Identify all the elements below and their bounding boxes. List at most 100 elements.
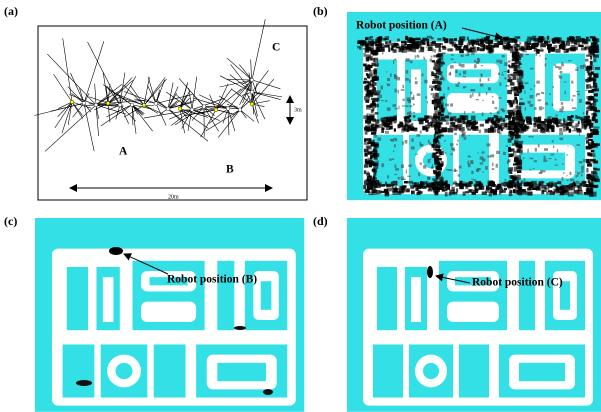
map-noise [374,42,378,46]
map-noise [394,76,397,80]
map-noise [390,73,392,77]
map-noise [507,74,510,77]
map-noise [544,148,548,151]
map-noise [505,127,509,130]
map-noise [431,118,436,122]
map-noise [431,166,434,169]
map-noise [496,115,499,120]
map-noise [432,48,434,52]
map-noise [470,89,473,92]
map-noise [500,108,505,111]
map-noise [593,112,597,116]
map-noise [533,123,537,128]
map-noise [585,119,592,124]
map-noise [449,189,455,195]
map-noise [379,90,382,93]
map-noise [393,150,395,153]
map-noise [561,176,564,181]
scan-ray [100,104,133,127]
map-noise [570,130,574,132]
map-noise [583,192,589,195]
map-noise [490,180,494,186]
map-noise [393,144,396,148]
scan-ray [226,57,253,81]
map-noise [523,181,529,185]
map-noise [366,106,371,110]
scan-ray [222,108,229,124]
map-noise [463,111,466,115]
map-noise [433,102,438,107]
map-noise [403,180,408,184]
map-noise [474,184,477,190]
map-noise [526,42,530,47]
map-noise [389,119,393,125]
map-noise [592,44,599,48]
map-noise [409,60,413,64]
map-noise [554,49,558,53]
map-noise [559,71,563,74]
scan-ray [57,101,73,118]
map-noise [397,124,401,129]
map-noise [457,183,464,187]
map-noise [590,48,595,52]
map-noise [394,43,400,47]
map-noise [366,138,372,142]
map-noise [371,187,375,191]
map-noise [474,188,479,194]
robot-pose [165,106,170,111]
map-noise [387,175,390,179]
map-noise [400,89,405,91]
map-noise [405,116,410,120]
map-noise [588,74,592,78]
map-noise [492,44,496,48]
map-noise [558,74,560,77]
scan-ray [191,76,198,110]
map-noise [368,159,373,162]
map-noise [554,164,559,166]
map-noise [425,119,429,123]
map-noise [554,64,557,67]
map-noise [515,134,519,139]
map-noise [448,169,453,172]
map-noise [371,39,374,43]
map-noise [438,123,442,128]
scale-label: 20m [168,194,179,200]
map-noise [367,151,373,155]
map-noise [514,138,516,141]
map-noise [386,183,391,188]
map-noise [547,130,551,133]
map-noise [458,63,461,67]
map-noise [487,181,491,187]
map-noise [544,187,547,190]
map-noise [495,163,498,168]
map-noise [593,58,597,63]
map-noise [485,166,488,170]
map-noise [566,174,568,177]
map-noise [440,185,444,191]
map-noise [563,172,565,175]
map-noise [520,180,524,184]
scan-ray [175,94,193,110]
map-noise [375,160,380,163]
map-noise [575,39,581,43]
map-noise [442,47,445,50]
map-noise [401,40,406,44]
map-noise [431,60,436,63]
map-noise [476,61,480,64]
map-noise [397,176,400,180]
scan-ray [130,85,145,106]
map-noise [445,180,448,184]
map-noise [409,105,413,108]
map-noise [556,48,561,53]
map-noise [560,102,564,105]
map-noise [514,46,517,50]
map-noise [444,103,449,107]
map-noise [365,145,371,149]
map-noise [575,115,578,119]
map-noise [374,156,377,160]
scan-ray [62,38,73,103]
map-noise [482,99,484,102]
map-noise [437,163,443,167]
map-noise [541,180,543,182]
map-noise [408,115,412,118]
